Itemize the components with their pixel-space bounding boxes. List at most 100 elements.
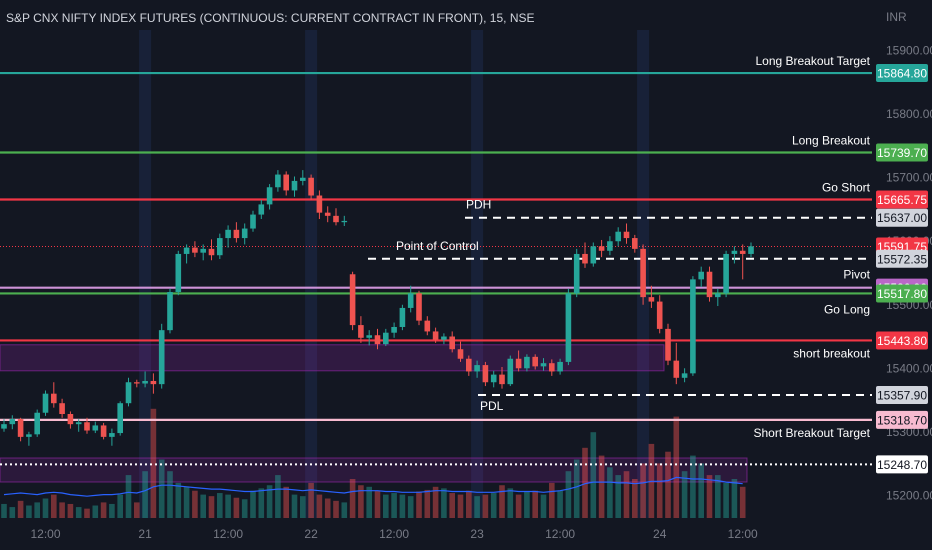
- level-label: Long Breakout: [792, 134, 871, 148]
- candle-body: [175, 253, 182, 293]
- candle-body: [499, 374, 505, 385]
- candle-body: [250, 214, 256, 229]
- candle-body: [158, 330, 165, 385]
- volume-bar: [258, 488, 265, 518]
- candle-body: [275, 174, 281, 188]
- candle-body: [739, 250, 746, 254]
- volume-bar: [316, 494, 323, 518]
- candle-body: [482, 365, 489, 383]
- volume-bar: [590, 432, 597, 518]
- volume-bar: [482, 494, 489, 518]
- volume-bar: [731, 479, 738, 518]
- time-tick-label: 12:00: [545, 527, 575, 541]
- volume-bar: [59, 502, 65, 518]
- volume-bar: [291, 494, 298, 518]
- chart-title: S&P CNX NIFTY INDEX FUTURES (CONTINUOUS:…: [6, 11, 535, 25]
- time-tick-label: 12:00: [30, 527, 60, 541]
- time-axis[interactable]: 12:00 21 12:00 22 12:00 23 12:00 24 12:00: [30, 527, 758, 541]
- candle-body: [374, 335, 381, 345]
- volume-bar: [300, 496, 306, 518]
- volume-bar: [640, 463, 646, 518]
- candle-body: [565, 293, 572, 362]
- volume-bar: [573, 459, 580, 518]
- level-labels: Long Breakout Target Long Breakout Go Shor…: [396, 54, 871, 440]
- candle-body: [333, 215, 339, 223]
- volume-bar: [333, 500, 339, 518]
- level-label: Point of Control: [396, 239, 479, 253]
- price-badge-label: 15517.80: [877, 287, 927, 301]
- level-label: Pivot: [843, 268, 870, 282]
- candle-body: [640, 248, 646, 298]
- candle-body: [366, 335, 372, 338]
- candle-body: [349, 274, 356, 326]
- candle-layer: [1, 170, 754, 446]
- candle-body: [507, 358, 514, 385]
- volume-bar: [432, 486, 439, 518]
- candle-body: [100, 425, 107, 437]
- volume-bar: [75, 507, 82, 518]
- price-badge: [876, 190, 928, 209]
- candle-body: [540, 363, 547, 367]
- session-separator: [471, 30, 484, 518]
- volume-bar: [283, 486, 289, 518]
- time-tick-label: 22: [304, 527, 318, 541]
- candle-body: [300, 177, 306, 181]
- candle-body: [524, 356, 530, 369]
- candle-body: [681, 373, 688, 378]
- candle-body: [258, 204, 265, 215]
- candle-body: [9, 419, 16, 425]
- candle-body: [698, 271, 704, 280]
- candle-body: [84, 422, 90, 431]
- volume-bar: [84, 508, 90, 518]
- candle-body: [549, 363, 555, 372]
- candle-body: [17, 419, 24, 437]
- price-badge: [876, 249, 928, 268]
- volume-bar: [499, 485, 505, 518]
- price-axis[interactable]: 15200.0015300.0015400.0015500.0015600.00…: [876, 44, 932, 503]
- session-separator: [139, 30, 152, 518]
- zone-layer: [0, 344, 665, 372]
- volume-bar: [92, 505, 99, 518]
- candle-body: [217, 238, 223, 256]
- candle-body: [532, 356, 538, 367]
- candle-body: [715, 293, 721, 298]
- volume-bar: [192, 490, 198, 518]
- volume-bar: [490, 493, 497, 518]
- volume-moving-average: [3, 476, 743, 497]
- volume-bar: [549, 482, 555, 518]
- volume-bar: [524, 491, 530, 518]
- volume-bar: [715, 475, 721, 518]
- volume-bar: [109, 503, 115, 518]
- price-badge: [876, 410, 928, 429]
- volume-bar: [681, 471, 688, 518]
- candle-body: [407, 293, 414, 308]
- candle-body: [399, 307, 406, 327]
- price-badge-label: 15318.70: [877, 413, 927, 427]
- volume-bar: [167, 471, 173, 518]
- candle-body: [648, 297, 655, 302]
- time-tick-label: 12:00: [728, 527, 758, 541]
- volume-bar: [349, 479, 356, 518]
- candle-body: [192, 247, 198, 253]
- time-tick-label: 21: [138, 527, 152, 541]
- volume-bar: [739, 486, 746, 518]
- volume-bar: [540, 494, 547, 518]
- candle-body: [723, 253, 729, 294]
- price-badge: [876, 208, 928, 227]
- session-separator: [305, 30, 318, 518]
- volume-bar: [416, 491, 422, 518]
- candle-body: [391, 326, 397, 333]
- time-tick-label: 12:00: [379, 527, 409, 541]
- value-area-zone: [0, 344, 665, 372]
- volume-bar: [507, 488, 514, 518]
- candle-body: [291, 180, 298, 191]
- volume-bar: [723, 482, 729, 518]
- candle-body: [109, 433, 115, 437]
- candle-body: [416, 293, 422, 321]
- candle-body: [515, 358, 522, 369]
- price-badge-label: 15739.70: [877, 146, 927, 160]
- candle-body: [623, 231, 630, 239]
- candle-body: [134, 382, 140, 384]
